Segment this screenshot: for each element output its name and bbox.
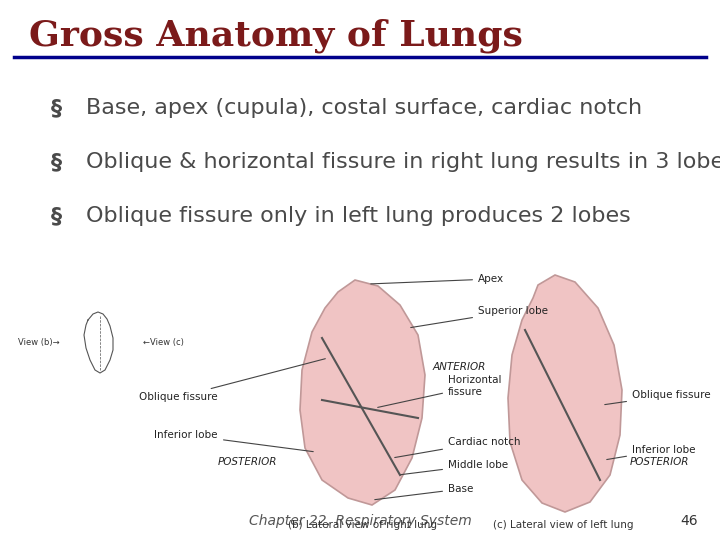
Text: Horizontal
fissure: Horizontal fissure [378, 375, 502, 407]
Text: Gross Anatomy of Lungs: Gross Anatomy of Lungs [29, 19, 523, 53]
Polygon shape [508, 275, 622, 512]
Text: 46: 46 [681, 514, 698, 528]
Text: Cardiac notch: Cardiac notch [395, 437, 521, 457]
Text: (c) Lateral view of left lung: (c) Lateral view of left lung [492, 520, 634, 530]
Text: Superior lobe: Superior lobe [410, 306, 548, 328]
Text: POSTERIOR: POSTERIOR [218, 457, 277, 467]
Text: ANTERIOR: ANTERIOR [433, 362, 487, 372]
Text: §: § [50, 152, 61, 172]
Text: Oblique fissure: Oblique fissure [140, 359, 325, 402]
Text: §: § [50, 98, 61, 118]
Text: §: § [50, 206, 61, 226]
Text: Inferior lobe: Inferior lobe [155, 430, 313, 451]
Polygon shape [300, 280, 425, 505]
Text: POSTERIOR: POSTERIOR [630, 457, 690, 467]
Text: ←View (c): ←View (c) [143, 338, 184, 347]
Text: Inferior lobe: Inferior lobe [607, 445, 696, 460]
Text: Oblique fissure only in left lung produces 2 lobes: Oblique fissure only in left lung produc… [86, 206, 631, 226]
Text: Middle lobe: Middle lobe [401, 460, 508, 475]
Text: Base, apex (cupula), costal surface, cardiac notch: Base, apex (cupula), costal surface, car… [86, 98, 642, 118]
Text: Apex: Apex [371, 274, 504, 284]
Text: Oblique & horizontal fissure in right lung results in 3 lobes: Oblique & horizontal fissure in right lu… [86, 152, 720, 172]
Text: (b) Lateral view of right lung: (b) Lateral view of right lung [289, 520, 438, 530]
Text: View (b)→: View (b)→ [19, 338, 60, 347]
Text: Base: Base [374, 484, 473, 500]
Text: Oblique fissure: Oblique fissure [605, 390, 711, 404]
Text: Chapter 22, Respiratory System: Chapter 22, Respiratory System [248, 514, 472, 528]
